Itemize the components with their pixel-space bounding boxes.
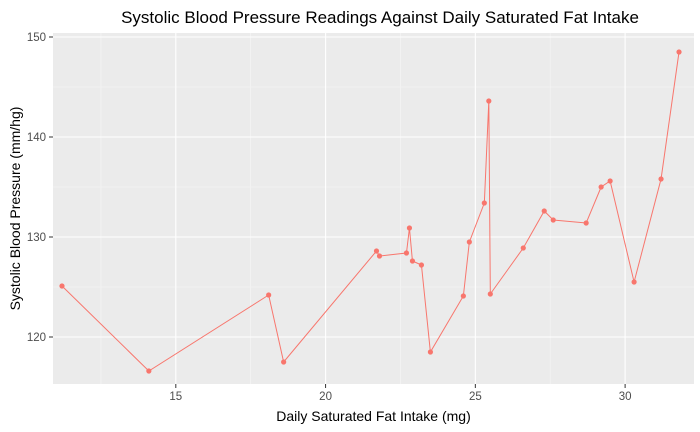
x-tick-label: 30: [619, 391, 632, 403]
data-point: [59, 283, 65, 289]
y-axis-title: Systolic Blood Pressure (mm/hg): [7, 107, 23, 311]
plot-panel: [53, 33, 694, 384]
chart-title: Systolic Blood Pressure Readings Against…: [121, 8, 639, 27]
data-point: [658, 176, 664, 182]
data-point: [520, 245, 526, 251]
data-point: [583, 220, 589, 226]
data-point: [541, 208, 547, 214]
data-point: [373, 248, 380, 254]
x-axis-title: Daily Saturated Fat Intake (mg): [276, 408, 471, 424]
data-point: [403, 250, 410, 256]
data-point: [466, 239, 472, 245]
x-axis: 15 20 25 30: [169, 384, 632, 403]
data-point: [409, 258, 416, 264]
series-layer: [59, 49, 682, 374]
data-point: [460, 293, 466, 299]
data-point: [427, 349, 434, 355]
data-point: [146, 368, 152, 374]
data-point: [281, 359, 287, 365]
data-point: [631, 279, 637, 285]
x-tick-label: 25: [469, 391, 482, 403]
data-point: [598, 184, 604, 190]
y-axis: 120 130 140 150: [27, 32, 53, 344]
data-point: [487, 291, 493, 297]
x-tick-label: 20: [319, 391, 332, 403]
data-point: [486, 98, 492, 104]
data-point: [676, 49, 682, 55]
data-point: [266, 292, 272, 298]
minor-gridlines: [53, 33, 694, 384]
data-point: [376, 253, 383, 259]
x-tick-label: 15: [169, 391, 182, 403]
data-point: [406, 225, 413, 231]
data-point: [607, 178, 613, 184]
y-tick-label: 130: [27, 232, 46, 244]
y-tick-label: 150: [27, 32, 46, 44]
y-tick-label: 120: [27, 332, 46, 344]
data-point: [481, 200, 487, 206]
y-tick-label: 140: [27, 132, 46, 144]
major-gridlines: [53, 33, 694, 384]
data-point: [418, 262, 425, 268]
data-point: [550, 217, 556, 223]
